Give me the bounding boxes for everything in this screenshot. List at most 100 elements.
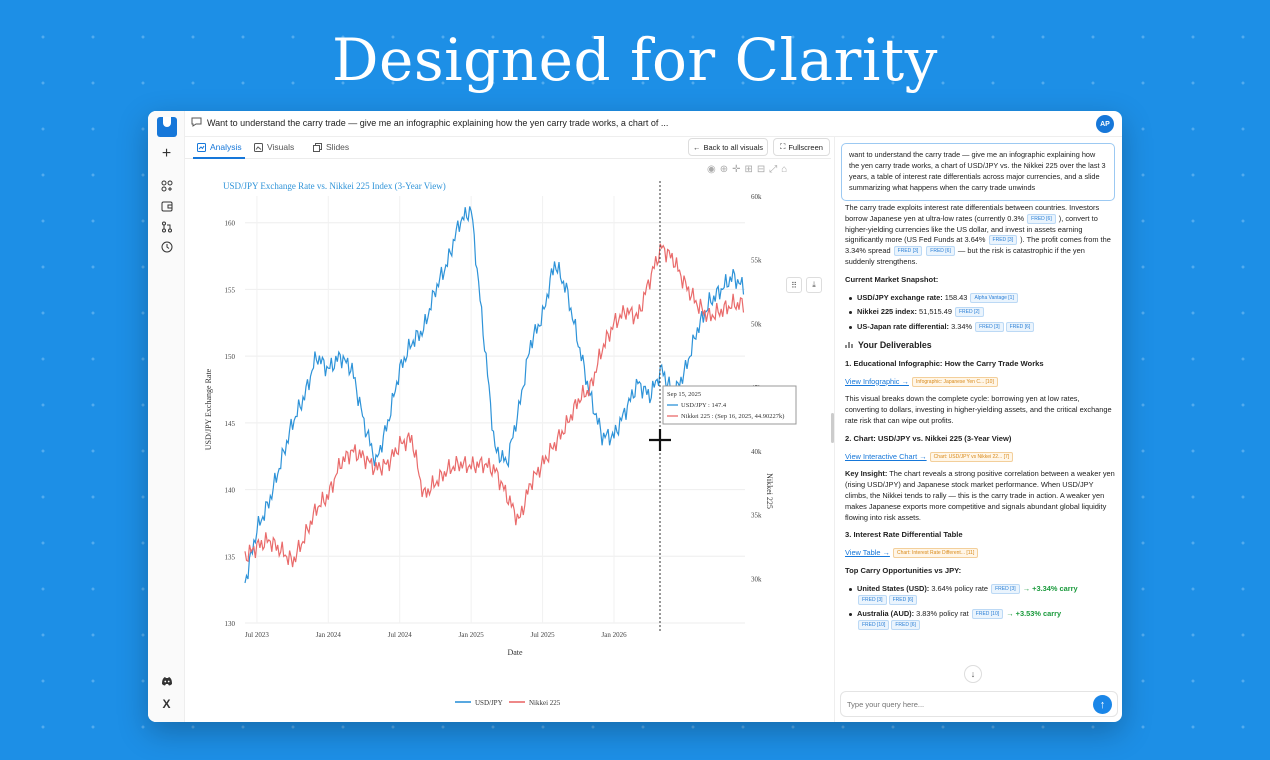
bar-chart-icon (845, 342, 853, 349)
apps-icon[interactable] (157, 176, 176, 195)
carry-gain: → +3.53% carry (1006, 609, 1062, 619)
source-chip[interactable]: FRED [3] (988, 235, 1018, 246)
snapshot-value: 51,515.49 (919, 307, 952, 317)
y2-tick-label: 55k (751, 257, 762, 265)
key-insight-text: The chart reveals a strong positive corr… (845, 469, 1115, 522)
intro-text-3: ). The profit comes from the 3.34% sprea… (845, 235, 1111, 256)
pan-icon[interactable]: ✛ (732, 164, 745, 175)
chart-options-button[interactable]: ⠿ (786, 277, 802, 293)
tab-analysis-label: Analysis (210, 142, 242, 152)
intro-paragraph: The carry trade exploits interest rate d… (845, 203, 1115, 268)
wallet-icon[interactable] (157, 197, 176, 216)
deliverable-1-text: This visual breaks down the complete cyc… (845, 394, 1112, 425)
tab-analysis[interactable]: Analysis (197, 142, 242, 152)
chart-download-button[interactable]: ⤓ (806, 277, 822, 293)
home-icon[interactable]: ⌂ (781, 164, 792, 175)
key-insight-paragraph: Key Insight: The chart reveals a strong … (845, 469, 1115, 523)
chart-area: ◉⊕✛⊞⊟⤢⌂ ⠿ ⤓ USD/JPY Exchange Rate vs. Ni… (185, 161, 831, 722)
artifact-chip[interactable]: Infographic: Japanese Yen C... [10] (912, 376, 998, 387)
arrow-down-icon: ↓ (970, 669, 976, 679)
artifact-chip[interactable]: Chart: USD/JPY vs Nikkei 22... [7] (929, 451, 1014, 462)
chart-modebar: ◉⊕✛⊞⊟⤢⌂ (707, 164, 791, 175)
query-input[interactable] (847, 697, 1087, 712)
policy-rate: 3.83% policy rat (916, 609, 969, 619)
source-chip[interactable]: FRED [3] (858, 594, 887, 605)
source-chip[interactable]: FRED [3] (893, 246, 923, 257)
source-chip[interactable]: FRED [3] (991, 583, 1020, 594)
view-chart-link[interactable]: View Interactive Chart → (845, 451, 927, 461)
list-item: USD/JPY exchange rate: 158.43 Alpha Vant… (849, 292, 1115, 304)
view-table-link[interactable]: View Table → (845, 548, 890, 558)
chart-title: USD/JPY Exchange Rate vs. Nikkei 225 Ind… (223, 181, 446, 191)
history-icon[interactable] (157, 237, 176, 256)
source-chip[interactable]: FRED [10] (858, 620, 890, 631)
header-bar: Want to understand the carry trade — giv… (185, 111, 1122, 137)
top-carry-heading: Top Carry Opportunities vs JPY: (845, 565, 962, 575)
snapshot-value: 158.43 (944, 292, 968, 302)
hero-title: Designed for Clarity (332, 26, 938, 94)
x-tick-label: Jan 2025 (459, 631, 485, 639)
camera-icon[interactable]: ◉ (707, 164, 720, 175)
panel-resize-handle[interactable] (831, 413, 834, 443)
hover-tooltip (662, 385, 797, 425)
source-chip[interactable]: FRED [3] (975, 322, 1004, 333)
chart-svg[interactable]: USD/JPY Exchange Rate vs. Nikkei 225 Ind… (185, 161, 831, 722)
source-chip[interactable]: FRED [6] (1005, 322, 1035, 333)
send-button[interactable]: ↑ (1093, 695, 1112, 714)
discord-icon[interactable] (157, 671, 176, 690)
tab-visuals[interactable]: Visuals (254, 142, 294, 152)
x-social-icon[interactable]: X (162, 696, 171, 711)
visuals-icon (254, 142, 263, 152)
x-tick-label: Jan 2024 (316, 631, 342, 639)
snapshot-value: 3.34% (951, 322, 973, 332)
user-query-box: want to understand the carry trade — giv… (841, 143, 1115, 201)
analysis-icon (197, 142, 206, 152)
new-chat-icon[interactable]: + (161, 144, 172, 162)
view-tabs: Analysis Visuals Slides (185, 137, 831, 159)
tooltip-usdjpy: USD/JPY : 147.4 (681, 402, 727, 409)
source-chip[interactable]: FRED [6] (926, 246, 955, 257)
scroll-down-button[interactable]: ↓ (964, 665, 982, 683)
zoom-in-icon[interactable]: ⊞ (744, 164, 757, 175)
artifact-chip[interactable]: Chart: Interest Rate Different... [11] (892, 548, 979, 559)
zoom-icon[interactable]: ⊕ (719, 164, 733, 175)
tooltip-nikkei: Nikkei 225 : (Sep 16, 2025, 44.90227k) (681, 413, 784, 420)
x-tick-label: Jul 2025 (531, 631, 555, 639)
back-to-visuals-button[interactable]: ← Back to all visuals (688, 138, 768, 156)
y-tick-label: 130 (225, 620, 236, 628)
tab-slides[interactable]: Slides (313, 142, 349, 152)
chat-panel: want to understand the carry trade — giv… (834, 137, 1122, 722)
source-chip[interactable]: FRED [2] (955, 307, 984, 318)
key-insight-label: Key Insight: (845, 469, 888, 479)
branch-icon[interactable] (157, 217, 176, 236)
currency-label: Australia (AUD): (857, 609, 915, 619)
snapshot-list: USD/JPY exchange rate: 158.43 Alpha Vant… (845, 292, 1115, 333)
conversation-title[interactable]: Want to understand the carry trade — giv… (207, 118, 669, 128)
list-item: Nikkei 225 index: 51,515.49 FRED [2] (849, 307, 1115, 318)
y-tick-label: 150 (225, 353, 236, 361)
y2-tick-label: 40k (751, 448, 762, 456)
fullscreen-button[interactable]: ⛶ Fullscreen (773, 138, 830, 156)
source-chip[interactable]: FRED [6] (891, 620, 920, 631)
y2-tick-label: 50k (751, 320, 762, 328)
zoom-out-icon[interactable]: ⊟ (756, 164, 770, 175)
slides-icon (313, 142, 322, 152)
y2-tick-label: 35k (751, 512, 762, 520)
source-chip[interactable]: FRED [6] (1027, 213, 1056, 224)
tooltip-date: Sep 15, 2025 (667, 391, 701, 398)
view-infographic-link[interactable]: View Infographic → (845, 376, 909, 386)
query-input-bar: ↑ (840, 691, 1118, 717)
y2-tick-label: 60k (751, 193, 762, 201)
snapshot-heading: Current Market Snapshot: (845, 274, 939, 284)
source-chip[interactable]: FRED [10] (971, 609, 1004, 620)
carry-list: United States (USD): 3.64% policy rate F… (845, 583, 1115, 631)
source-chip[interactable]: Alpha Vantage [1] (970, 292, 1018, 303)
source-chip[interactable]: FRED [6] (888, 594, 918, 605)
arrow-up-icon: ↑ (1099, 698, 1106, 711)
snapshot-label: USD/JPY exchange rate: (857, 292, 943, 302)
autoscale-icon[interactable]: ⤢ (769, 164, 782, 175)
list-item: US-Japan rate differential: 3.34% FRED [… (849, 322, 1115, 333)
x-tick-label: Jul 2024 (388, 631, 412, 639)
series-line-nikkei (244, 243, 745, 568)
user-avatar[interactable]: AP (1096, 115, 1114, 133)
